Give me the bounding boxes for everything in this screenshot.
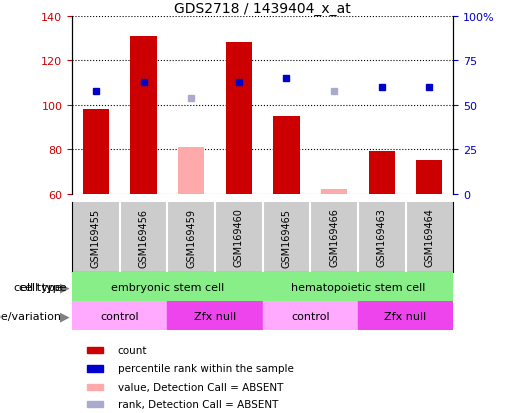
Text: count: count: [118, 345, 147, 355]
Text: GSM169456: GSM169456: [139, 208, 148, 267]
Text: Zfx null: Zfx null: [194, 311, 236, 321]
Text: control: control: [291, 311, 330, 321]
Bar: [130, 36, 157, 194]
Text: GSM169466: GSM169466: [329, 208, 339, 267]
Bar: [88, 366, 102, 372]
Text: embryonic stem cell: embryonic stem cell: [111, 282, 224, 292]
Text: control: control: [100, 311, 139, 321]
Text: Zfx null: Zfx null: [384, 311, 427, 321]
Text: genotype/variation: genotype/variation: [0, 311, 62, 321]
Text: ▶: ▶: [60, 309, 70, 323]
Text: rank, Detection Call = ABSENT: rank, Detection Call = ABSENT: [118, 399, 278, 409]
Text: percentile rank within the sample: percentile rank within the sample: [118, 363, 294, 374]
Bar: [273, 116, 300, 194]
Bar: [88, 401, 102, 407]
Bar: [72, 273, 263, 301]
Text: GSM169464: GSM169464: [424, 208, 434, 267]
Text: GSM169459: GSM169459: [186, 208, 196, 267]
Text: hematopoietic stem cell: hematopoietic stem cell: [291, 282, 425, 292]
Text: cell type: cell type: [20, 282, 67, 292]
Text: ▶: ▶: [60, 280, 70, 294]
Text: GSM169465: GSM169465: [282, 208, 291, 267]
Bar: [72, 301, 167, 330]
Bar: [369, 152, 395, 194]
Bar: [88, 347, 102, 353]
Text: GSM169463: GSM169463: [377, 208, 387, 267]
Bar: [358, 301, 453, 330]
Text: GSM169455: GSM169455: [91, 208, 101, 267]
Bar: [263, 273, 453, 301]
Text: GSM169460: GSM169460: [234, 208, 244, 267]
Bar: [226, 43, 252, 194]
Bar: [167, 301, 263, 330]
Title: GDS2718 / 1439404_x_at: GDS2718 / 1439404_x_at: [174, 2, 351, 16]
Text: value, Detection Call = ABSENT: value, Detection Call = ABSENT: [118, 382, 283, 392]
Text: cell type: cell type: [14, 282, 62, 292]
Bar: [263, 301, 358, 330]
Bar: [88, 384, 102, 390]
Bar: [83, 110, 109, 194]
Bar: [416, 161, 442, 194]
Bar: [321, 190, 347, 194]
Bar: [178, 147, 204, 194]
